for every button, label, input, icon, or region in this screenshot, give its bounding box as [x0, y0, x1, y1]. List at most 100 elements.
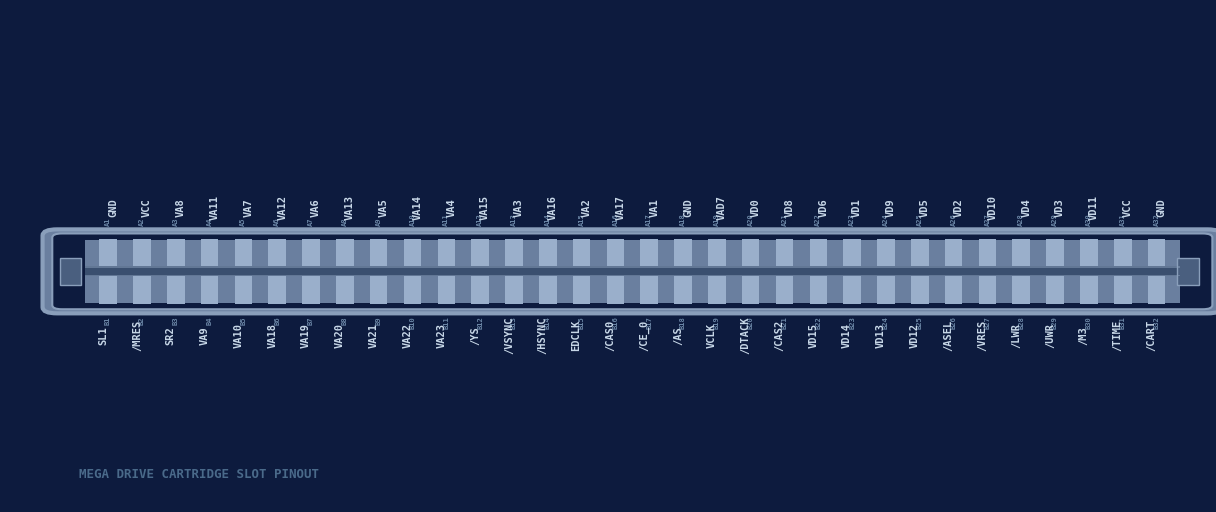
Text: A6: A6 [275, 218, 280, 226]
Text: B24: B24 [883, 316, 889, 329]
Text: VA12: VA12 [277, 195, 287, 220]
Bar [201, 239, 219, 266]
Text: A12: A12 [477, 214, 483, 226]
Bar [810, 239, 827, 266]
Text: B29: B29 [1052, 316, 1058, 329]
Text: VA17: VA17 [615, 195, 625, 220]
Text: A11: A11 [444, 214, 449, 226]
Text: A32: A32 [1154, 214, 1160, 226]
Text: /M3: /M3 [1079, 326, 1088, 345]
Text: /VRES: /VRES [978, 319, 987, 351]
Text: B20: B20 [748, 316, 754, 329]
Text: GND: GND [683, 198, 693, 217]
Bar [1013, 276, 1030, 304]
Text: B30: B30 [1086, 316, 1092, 329]
Bar [85, 240, 1180, 303]
Bar [472, 239, 489, 266]
Text: VA2: VA2 [581, 198, 592, 217]
Text: B18: B18 [680, 316, 686, 329]
Text: B13: B13 [511, 316, 517, 329]
Bar [370, 239, 388, 266]
Text: B15: B15 [579, 316, 585, 329]
Text: A20: A20 [748, 214, 754, 226]
Text: VCC: VCC [1122, 198, 1133, 217]
Bar [742, 239, 760, 266]
Text: A10: A10 [410, 214, 416, 226]
Bar [1080, 239, 1098, 266]
Text: B10: B10 [410, 316, 416, 329]
Text: VD11: VD11 [1088, 195, 1099, 220]
Text: VA6: VA6 [311, 198, 321, 217]
Bar [641, 276, 658, 304]
Text: B14: B14 [545, 316, 551, 329]
Text: SL1: SL1 [98, 326, 108, 345]
Bar [607, 276, 624, 304]
Bar [979, 239, 996, 266]
Bar [235, 276, 252, 304]
Bar [539, 276, 557, 304]
Text: VD12: VD12 [910, 323, 919, 348]
Bar [1114, 239, 1132, 266]
Text: VA14: VA14 [412, 195, 422, 220]
Text: A19: A19 [714, 214, 720, 226]
Text: A3: A3 [173, 218, 179, 226]
Text: B8: B8 [342, 316, 348, 325]
Bar [1013, 239, 1030, 266]
Bar [269, 239, 286, 266]
Text: VD2: VD2 [953, 198, 963, 217]
Bar [100, 239, 117, 266]
Bar [404, 239, 421, 266]
Text: GND: GND [1156, 198, 1166, 217]
Bar [945, 276, 962, 304]
Text: B11: B11 [444, 316, 449, 329]
Text: B12: B12 [477, 316, 483, 329]
Text: B21: B21 [782, 316, 788, 329]
Bar [404, 276, 421, 304]
Text: VD5: VD5 [919, 198, 930, 217]
Text: VAD7: VAD7 [717, 195, 727, 220]
Text: /UWR: /UWR [1045, 323, 1055, 348]
Text: VD0: VD0 [750, 198, 761, 217]
Bar [133, 276, 151, 304]
Text: /LWR: /LWR [1012, 323, 1021, 348]
Text: A2: A2 [139, 218, 145, 226]
Bar [877, 239, 895, 266]
Text: B22: B22 [816, 316, 821, 329]
Text: /CART: /CART [1147, 319, 1156, 351]
Bar [573, 276, 591, 304]
Text: A13: A13 [511, 214, 517, 226]
Text: A21: A21 [782, 214, 788, 226]
Text: B7: B7 [308, 316, 314, 325]
Text: SR2: SR2 [165, 326, 176, 345]
Bar [85, 275, 1180, 276]
Text: A1: A1 [105, 218, 111, 226]
Text: VA4: VA4 [446, 198, 456, 217]
Text: VD9: VD9 [886, 198, 896, 217]
Bar [1046, 276, 1064, 304]
Bar [607, 239, 624, 266]
Text: VD1: VD1 [852, 198, 862, 217]
Text: VA11: VA11 [209, 195, 220, 220]
Text: VA1: VA1 [649, 198, 659, 217]
Text: A28: A28 [1018, 214, 1024, 226]
Bar [708, 239, 726, 266]
Text: B5: B5 [241, 316, 247, 325]
Text: VA15: VA15 [480, 195, 490, 220]
Bar [776, 276, 793, 304]
Text: A27: A27 [985, 214, 990, 226]
Text: A8: A8 [342, 218, 348, 226]
Text: A9: A9 [376, 218, 382, 226]
Text: A14: A14 [545, 214, 551, 226]
Text: B19: B19 [714, 316, 720, 329]
Bar [1148, 276, 1165, 304]
Bar [911, 276, 929, 304]
Text: B31: B31 [1120, 316, 1126, 329]
Text: A30: A30 [1086, 214, 1092, 226]
Bar [85, 266, 1180, 276]
Text: B32: B32 [1154, 316, 1160, 329]
Text: A31: A31 [1120, 214, 1126, 226]
FancyBboxPatch shape [52, 233, 1212, 309]
Bar [336, 239, 354, 266]
Text: VA22: VA22 [402, 323, 412, 348]
Bar [573, 239, 591, 266]
